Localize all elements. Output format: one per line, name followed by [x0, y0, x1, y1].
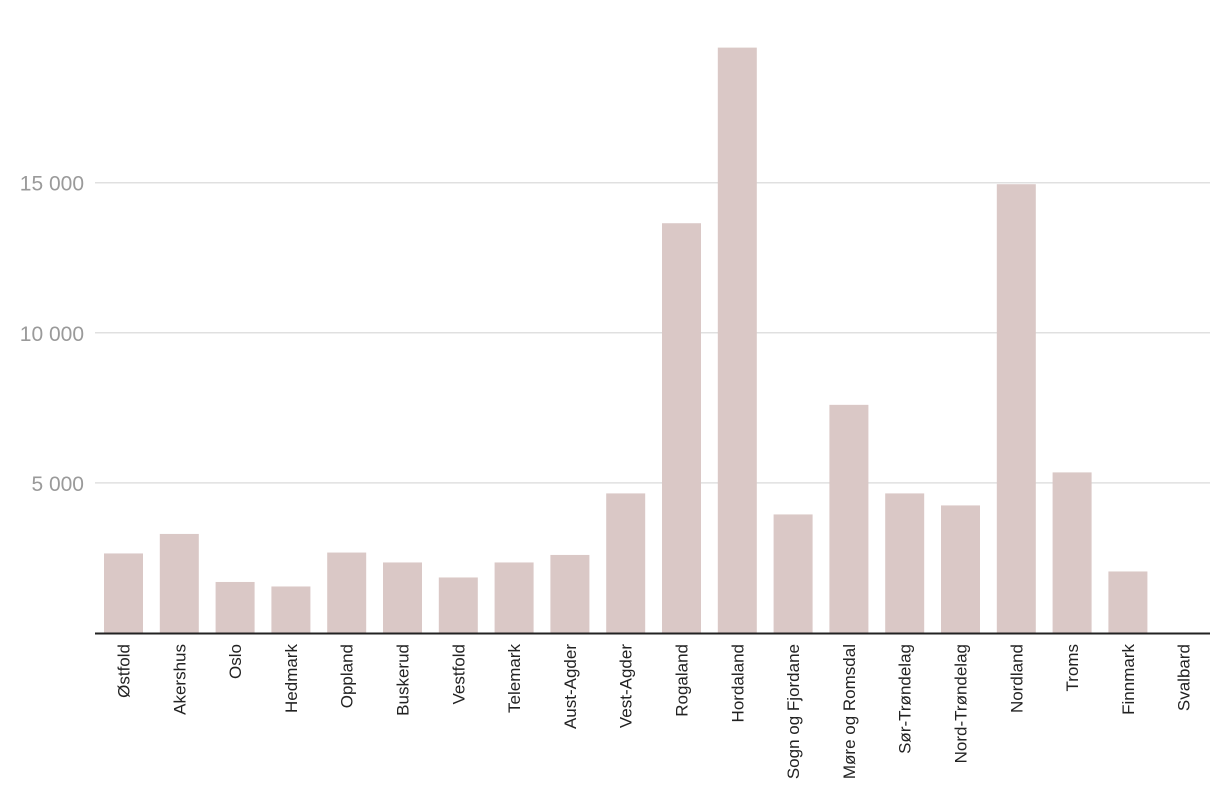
x-tick-label: Troms: [1063, 644, 1082, 692]
x-tick-label: Østfold: [115, 644, 134, 698]
x-tick-label: Sør-Trøndelag: [896, 644, 915, 754]
bar: [941, 505, 980, 633]
bars: [104, 47, 1148, 634]
x-tick-label: Telemark: [505, 644, 524, 713]
bar: [717, 47, 757, 634]
bar: [606, 493, 646, 633]
bar: [215, 581, 255, 633]
x-tick-label: Aust-Agder: [561, 644, 580, 729]
x-tick-label: Svalbard: [1175, 644, 1194, 711]
x-tick-label: Sogn og Fjordane: [784, 644, 803, 779]
bar: [494, 562, 534, 633]
x-axis-category-labels: Østfold Akershus Oslo Hedmark Oppland Buskeru…: [115, 644, 1194, 780]
y-tick-label: 15 000: [20, 173, 84, 196]
bar: [550, 554, 590, 633]
x-tick-label: Vestfold: [449, 644, 468, 705]
bar: [104, 553, 143, 633]
y-tick-label: 5 000: [31, 473, 84, 496]
x-tick-label: Oslo: [226, 644, 245, 679]
bar: [1108, 571, 1148, 633]
bar: [829, 404, 869, 633]
bar: [159, 533, 199, 633]
x-tick-label: Oppland: [338, 644, 357, 708]
x-tick-label: Buskerud: [394, 644, 413, 716]
gridlines: [95, 181, 1210, 484]
bar: [996, 184, 1036, 634]
y-tick-label: 10 000: [20, 323, 84, 346]
bar: [271, 586, 311, 633]
bar: [327, 552, 367, 633]
bar: [383, 562, 422, 633]
bar: [773, 514, 813, 633]
x-tick-label: Akershus: [170, 644, 189, 715]
x-tick-label: Vest-Agder: [617, 644, 636, 728]
x-tick-label: Nord-Trøndelag: [952, 644, 971, 763]
x-tick-label: Hordaland: [728, 644, 747, 722]
x-tick-label: Hedmark: [282, 644, 301, 713]
y-axis-tick-labels: 5 000 10 000 15 000: [20, 173, 84, 496]
bar: [438, 577, 478, 633]
x-tick-label: Nordland: [1007, 644, 1026, 713]
bar: [1052, 472, 1092, 633]
x-tick-label: Rogaland: [673, 644, 692, 717]
bar: [885, 493, 925, 633]
bar: [662, 223, 701, 634]
x-tick-label: Møre og Romsdal: [840, 644, 859, 779]
x-tick-label: Finnmark: [1119, 644, 1138, 715]
